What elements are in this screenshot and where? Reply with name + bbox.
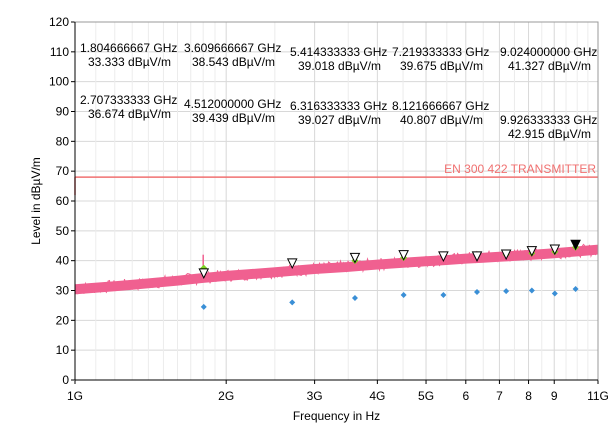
x-tick-label: 2G: [218, 389, 234, 403]
annotation-frequency: 2.707333333 GHz: [80, 93, 177, 107]
annotation-frequency: 8.121666667 GHz: [392, 99, 489, 113]
annotation-frequency: 9.024000000 GHz: [500, 45, 597, 59]
marker-layer: [198, 239, 581, 310]
avg-marker: [528, 287, 535, 294]
avg-marker: [572, 286, 579, 293]
annotation-frequency: 1.804666667 GHz: [80, 41, 177, 55]
axis-layer: 0 10 20 30 40 50 60 70 80 90 100 110 120 1G 2G 3G 4G 5G 6 7…: [29, 15, 609, 423]
annotation-frequency: 7.219333333 GHz: [392, 45, 489, 59]
y-tick-label: 40: [56, 254, 70, 268]
annotation-level: 40.807 dBµV/m: [400, 113, 483, 127]
peak-marker: [349, 252, 361, 264]
peak-marker: [286, 258, 298, 270]
peak-marker: [438, 251, 449, 263]
y-tick-label: 110: [50, 45, 69, 59]
annotation-level: 39.018 dBµV/m: [298, 59, 381, 73]
x-tick-label: 9: [551, 389, 558, 403]
trace-noise: [74, 243, 598, 295]
avg-marker: [200, 303, 207, 310]
annotation-level: 36.674 dBµV/m: [88, 107, 171, 121]
annotation-level: 38.543 dBµV/m: [192, 55, 275, 69]
annotation-level: 33.333 dBµV/m: [88, 55, 171, 69]
avg-marker: [351, 294, 358, 301]
x-tick-label: 3G: [307, 389, 323, 403]
peak-marker: [500, 249, 512, 261]
annotation-level: 39.675 dBµV/m: [400, 59, 483, 73]
annotation-frequency: 3.609666667 GHz: [184, 41, 281, 55]
annotation-frequency: 9.926333333 GHz: [500, 113, 597, 127]
avg-marker: [551, 290, 558, 297]
x-tick-label: 4G: [369, 389, 385, 403]
peak-marker: [471, 251, 483, 263]
annotation-level: 41.327 dBµV/m: [508, 59, 591, 73]
annotation-frequency: 6.316333333 GHz: [290, 99, 387, 113]
y-tick-label: 80: [56, 134, 70, 148]
y-tick-label: 90: [56, 105, 70, 119]
avg-marker: [503, 288, 510, 295]
y-tick-label: 0: [62, 373, 69, 387]
peak-marker: [549, 244, 561, 256]
y-tick-label: 120: [49, 15, 69, 29]
x-tick-label: 11G: [587, 389, 609, 403]
x-axis-title: Frequency in Hz: [293, 409, 380, 423]
peak-marker: [570, 239, 581, 251]
y-tick-label: 50: [56, 224, 70, 238]
x-tick-label: 5G: [418, 389, 434, 403]
peak-marker: [526, 246, 538, 257]
y-tick-label: 100: [49, 75, 69, 89]
avg-marker: [400, 291, 407, 298]
annotation-frequency: 5.414333333 GHz: [290, 45, 387, 59]
y-tick-label: 30: [56, 284, 70, 298]
grid-layer: [74, 21, 599, 381]
avg-marker: [474, 288, 481, 295]
y-axis-title: Level in dBµV/m: [29, 157, 43, 245]
annotation-level: 39.439 dBµV/m: [192, 111, 275, 125]
y-tick-label: 20: [56, 313, 70, 327]
avg-marker: [440, 291, 447, 298]
annotation-level: 42.915 dBµV/m: [508, 127, 591, 141]
limit-line-label: EN 300 422 TRANSMITTER: [444, 162, 596, 176]
y-tick-label: 70: [56, 164, 70, 178]
annotation-frequency: 4.512000000 GHz: [184, 97, 281, 111]
avg-marker: [289, 299, 296, 306]
y-tick-label: 60: [56, 194, 70, 208]
peak-marker: [198, 268, 210, 280]
x-tick-label: 7: [496, 389, 503, 403]
annotation-level: 39.027 dBµV/m: [298, 113, 381, 127]
peak-marker: [398, 250, 409, 261]
y-tick-label: 10: [56, 343, 70, 357]
x-tick-label: 1G: [67, 389, 83, 403]
x-tick-label: 8: [525, 389, 532, 403]
x-tick-label: 6: [462, 389, 469, 403]
